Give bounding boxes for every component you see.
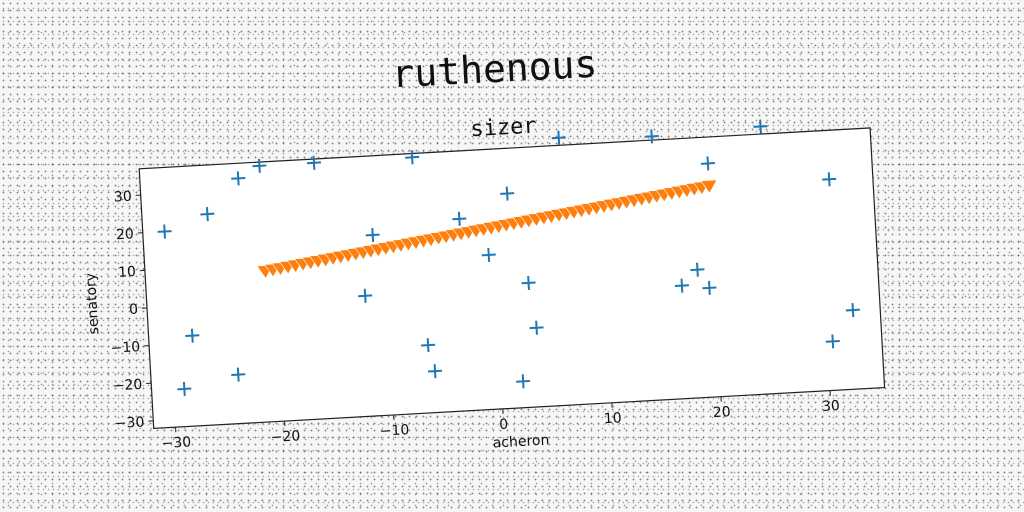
x-axis-label: acheron [492,432,549,451]
scatter-point-plus [157,224,172,239]
scatter-point-plus [481,247,496,262]
x-tick-label: 0 [499,417,509,433]
x-tick-label: −10 [379,422,409,440]
scatter-point-plus [702,280,717,295]
x-tick-label: 30 [822,398,841,415]
scatter-point-plus [551,130,566,145]
scatter-point-plus [231,171,246,186]
scatter-point-plus [421,338,436,353]
scatter-point-plus [185,328,200,343]
scatter-point-plus [674,278,689,293]
scatter-point-triangle [700,179,718,194]
y-tick-label: 0 [129,302,139,318]
scatter-point-plus [644,129,659,144]
scatter-point-plus [452,211,467,226]
scatter-point-plus [231,367,246,382]
y-axis-label: senatory [83,272,102,334]
scatter-point-plus [365,227,380,243]
scatter-point-plus [405,150,420,165]
chart-title: sizer [470,114,538,143]
figure-suptitle: ruthenous [390,42,598,97]
scatter-point-plus [521,275,536,290]
x-tick-label: −30 [161,434,191,452]
scatter-point-plus [845,303,860,318]
y-tick-label: 20 [116,226,135,243]
scatter-point-plus [200,207,215,222]
scatter-point-plus [529,320,544,335]
y-tick-label: 10 [118,264,137,281]
y-tick-label: −10 [110,339,140,357]
scatter-point-plus [700,156,715,171]
x-tick-label: 20 [713,404,732,421]
scatter-point-plus [822,172,837,187]
x-tick-label: 10 [603,410,622,427]
scatter-point-plus [177,381,192,396]
scatter-point-plus [516,374,531,389]
plot-background [138,127,886,430]
x-tick-label: −20 [270,428,300,446]
scatter-point-plus [358,288,373,303]
data-marks [157,119,860,396]
scatter-point-plus [427,364,443,379]
plot-area: sizer acheron senatory −30 −20 −10 0 10 20 30−… [83,114,886,452]
scatter-point-plus [753,119,768,134]
scatter-point-plus [252,158,267,173]
y-tick-label: −20 [112,377,142,395]
scatter-point-plus [500,186,515,201]
y-tick-label: 30 [114,189,133,206]
axis-ticks: −30 −20 −10 0 10 20 30 −30 −20 −10 0 10 20 30 [110,189,841,452]
scatter-point-plus [306,155,321,170]
scatter-point-plus [690,262,705,277]
y-tick-label: −30 [114,414,144,432]
scatter-point-plus [825,334,840,349]
